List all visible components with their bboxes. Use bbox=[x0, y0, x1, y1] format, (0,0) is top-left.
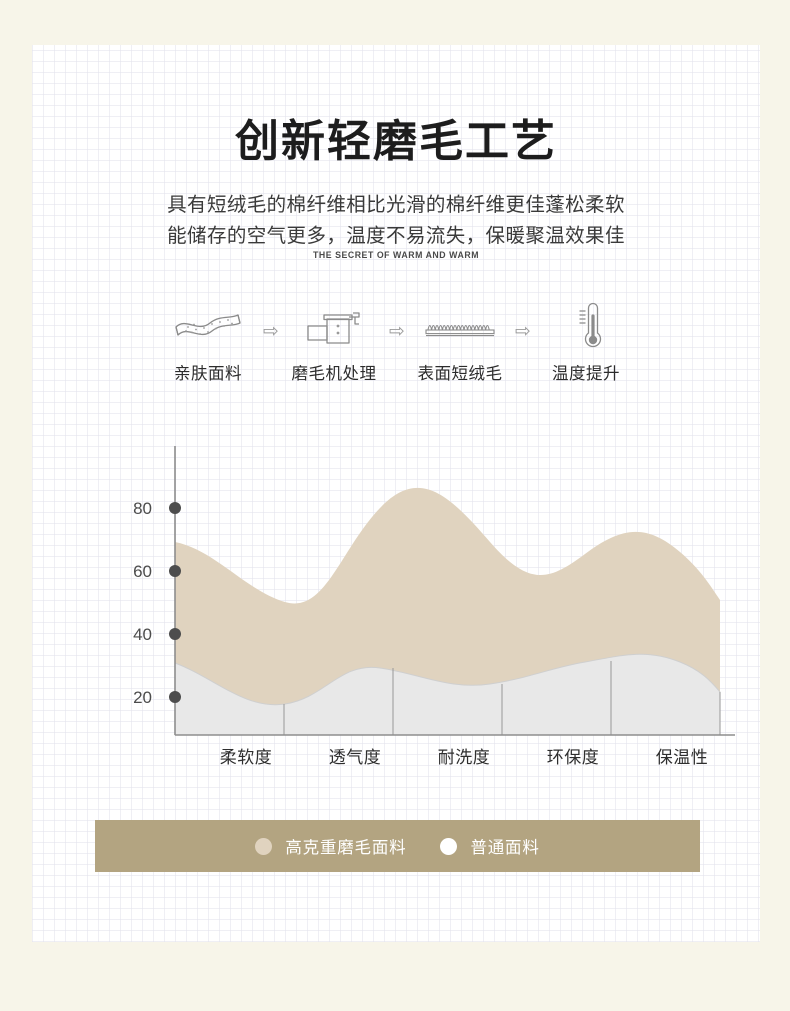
thermometer-icon bbox=[566, 300, 606, 352]
process-step-temperature: 温度提升 bbox=[540, 300, 632, 384]
x-tick-label: 耐洗度 bbox=[438, 748, 491, 767]
legend-item-premium: 高克重磨毛面料 bbox=[255, 834, 406, 858]
x-tick-label: 柔软度 bbox=[220, 748, 273, 767]
sanding-machine-icon bbox=[303, 300, 365, 352]
chart-svg: 80 60 40 20 柔软度 透气度 耐洗度 环保度 保温性 bbox=[133, 446, 735, 767]
legend-label: 高克重磨毛面料 bbox=[285, 839, 407, 857]
x-tick-label: 环保度 bbox=[547, 748, 600, 767]
arrow-right-icon: ⇨ bbox=[515, 321, 531, 342]
eyebrow-text: THE SECRET OF WARM AND WARM bbox=[312, 250, 480, 261]
comparison-area-chart: 80 60 40 20 柔软度 透气度 耐洗度 环保度 保温性 bbox=[80, 430, 740, 790]
y-tick-label: 80 bbox=[133, 499, 152, 518]
y-tick-label: 40 bbox=[133, 625, 152, 644]
legend-swatch-icon bbox=[440, 837, 458, 855]
process-step-fabric: 亲肤面料 bbox=[162, 300, 254, 384]
x-tick-label: 透气度 bbox=[329, 748, 382, 767]
y-tick-dots bbox=[169, 502, 181, 703]
arrow-right-icon: ⇨ bbox=[389, 321, 405, 342]
process-step-label: 表面短绒毛 bbox=[417, 365, 503, 383]
content-card: 创新轻磨毛工艺 具有短绒毛的棉纤维相比光滑的棉纤维更佳蓬松柔软 能储存的空气更多… bbox=[32, 45, 760, 942]
chart-legend: 高克重磨毛面料 普通面料 bbox=[95, 820, 700, 872]
process-step-label: 温度提升 bbox=[551, 365, 620, 383]
process-step-label: 亲肤面料 bbox=[174, 365, 242, 383]
legend-swatch-icon bbox=[255, 837, 273, 855]
legend-label: 普通面料 bbox=[470, 839, 540, 857]
x-axis-labels: 柔软度 透气度 耐洗度 环保度 保温性 bbox=[220, 748, 709, 767]
series-area-standard bbox=[174, 653, 721, 736]
page-title: 创新轻磨毛工艺 bbox=[235, 117, 557, 166]
subtitle-line-1: 具有短绒毛的棉纤维相比光滑的棉纤维更佳蓬松柔软 bbox=[167, 194, 625, 216]
pile-surface-icon bbox=[422, 300, 498, 352]
legend-item-standard: 普通面料 bbox=[440, 834, 539, 858]
subtitle-line-2: 能储存的空气更多，温度不易流失，保暖聚温效果佳 bbox=[167, 225, 625, 247]
fabric-sheet-icon bbox=[172, 300, 244, 352]
y-axis-labels: 80 60 40 20 bbox=[133, 499, 152, 707]
process-flow: 亲肤面料 ⇨ 磨毛机处 bbox=[162, 300, 632, 395]
process-step-label: 磨毛机处理 bbox=[291, 365, 377, 383]
category-dividers bbox=[283, 661, 721, 735]
series-area-premium bbox=[175, 487, 720, 705]
y-tick-label: 20 bbox=[133, 688, 152, 707]
x-tick-label: 保温性 bbox=[656, 748, 709, 767]
y-tick-label: 60 bbox=[133, 562, 152, 581]
process-step-sanding: 磨毛机处理 bbox=[288, 300, 380, 384]
process-step-pile: 表面短绒毛 bbox=[414, 300, 506, 384]
arrow-right-icon: ⇨ bbox=[263, 321, 279, 342]
subtitle: 具有短绒毛的棉纤维相比光滑的棉纤维更佳蓬松柔软 能储存的空气更多，温度不易流失，… bbox=[32, 190, 760, 252]
